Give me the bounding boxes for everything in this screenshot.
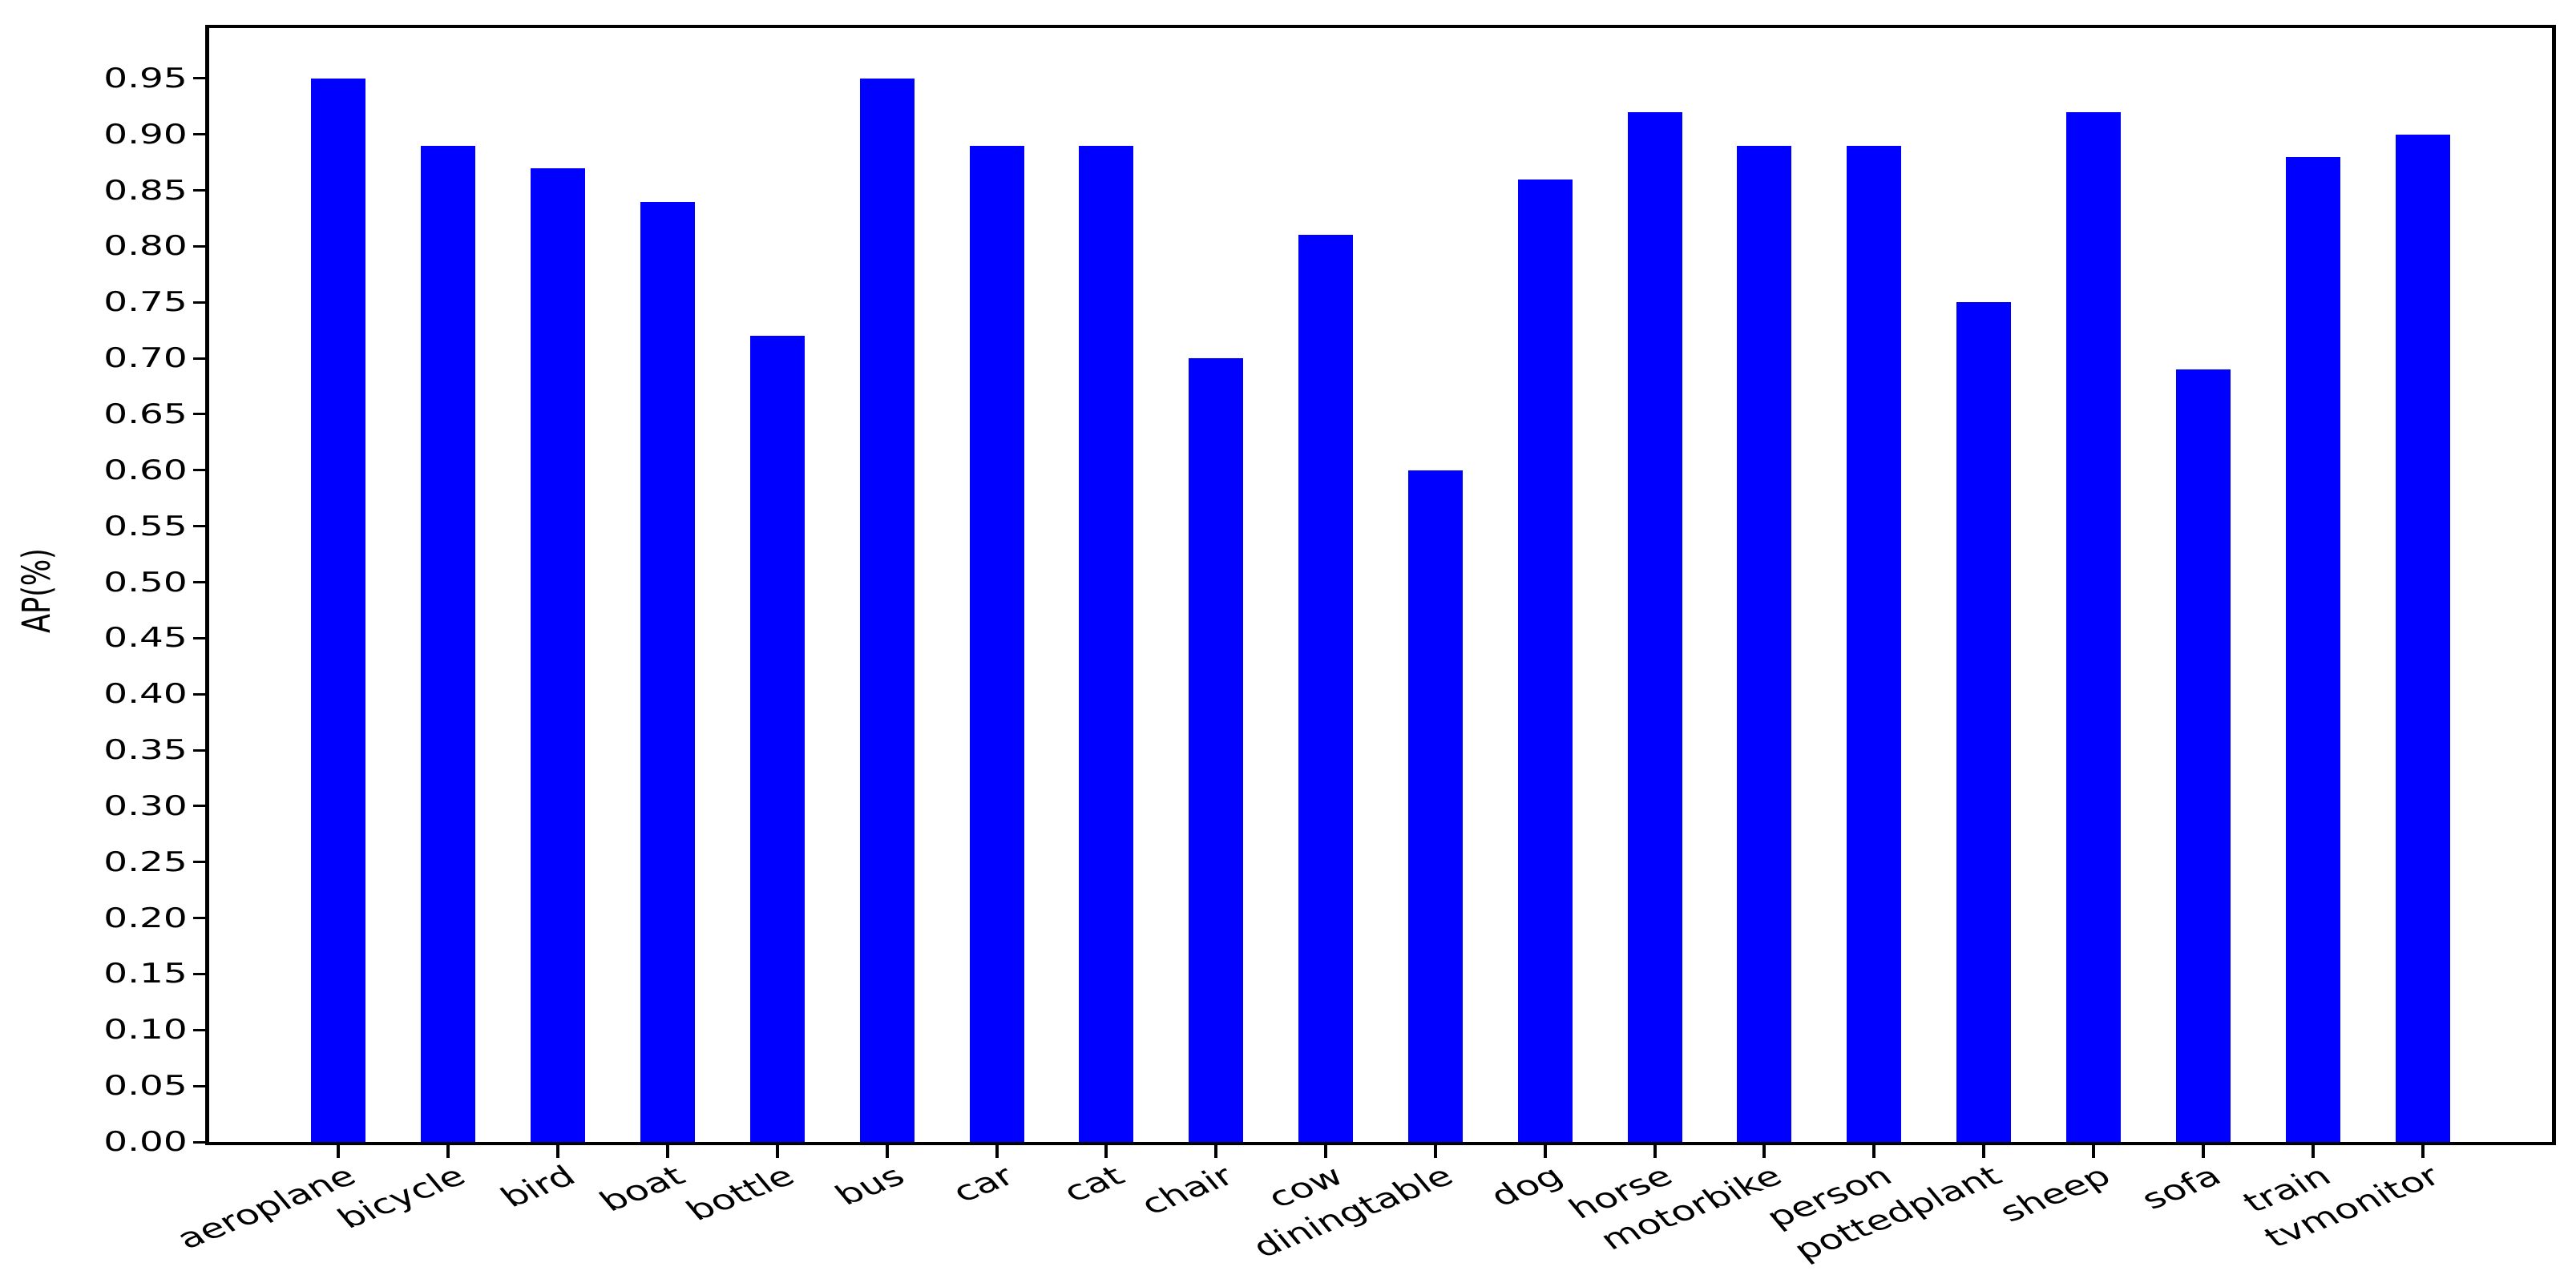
bar-motorbike — [1737, 145, 1792, 1142]
y-tick-label-text: 0.50 — [103, 566, 188, 599]
bar-sheep — [2066, 111, 2122, 1142]
bar-bird — [531, 167, 586, 1142]
bar-train — [2285, 156, 2340, 1142]
y-tick-label-text: 0.70 — [103, 342, 188, 375]
x-tick-label-text: sofa — [2133, 1160, 2229, 1216]
x-tick — [556, 1145, 560, 1158]
y-tick — [193, 692, 209, 696]
y-tick — [193, 413, 209, 416]
y-tick — [193, 189, 209, 192]
y-tick-label-text: 0.20 — [103, 902, 188, 934]
x-tick — [1982, 1145, 1986, 1158]
x-tick-label-text: bicycle — [330, 1160, 474, 1236]
bar-horse — [1627, 111, 1682, 1142]
x-tick — [885, 1145, 889, 1158]
y-tick — [193, 917, 209, 920]
x-tick-label-text: bottle — [679, 1160, 803, 1228]
x-tick — [1872, 1145, 1876, 1158]
bar-boat — [640, 201, 695, 1142]
x-tick — [2201, 1145, 2205, 1158]
x-tick-label-text: boat — [592, 1160, 693, 1219]
plot-area: 0.00 0.05 0.10 0.15 0.20 0.25 0.30 0.35 0.40 0.45… — [104, 25, 2556, 1267]
y-tick-label-text: 0.35 — [103, 734, 188, 767]
bar-sofa — [2175, 369, 2231, 1142]
x-tick — [446, 1145, 450, 1158]
bar-bus — [859, 78, 915, 1142]
y-tick — [193, 77, 209, 80]
y-tick — [193, 748, 209, 752]
y-tick — [193, 581, 209, 583]
bar-cow — [1298, 235, 1354, 1142]
x-tick-label-text: car — [944, 1160, 1023, 1209]
x-tick — [665, 1145, 669, 1158]
y-tick-label-text: 0.60 — [103, 454, 188, 486]
y-tick-label-text: 0.30 — [103, 789, 188, 822]
bar-bottle — [749, 336, 805, 1142]
y-tick-label-text: 0.65 — [103, 397, 188, 430]
x-tick — [2421, 1145, 2425, 1158]
x-tick — [2092, 1145, 2096, 1158]
y-tick — [193, 244, 209, 248]
x-tick — [2311, 1145, 2315, 1158]
x-tick — [995, 1145, 999, 1158]
y-tick — [193, 525, 209, 528]
x-tick — [1214, 1145, 1218, 1158]
x-tick-label-text: cat — [1055, 1160, 1132, 1209]
y-axis-label-text: AP(%) — [15, 548, 60, 633]
y-tick — [193, 469, 209, 472]
y-tick-label-text: 0.15 — [103, 958, 188, 990]
x-tick — [1324, 1145, 1328, 1158]
x-tick — [337, 1145, 341, 1158]
y-tick-label-text: 0.80 — [103, 230, 188, 263]
y-tick-label-text: 0.00 — [103, 1126, 188, 1158]
y-tick — [193, 1028, 209, 1031]
x-tick — [1653, 1145, 1657, 1158]
bar-diningtable — [1407, 470, 1463, 1142]
bar-bicycle — [421, 145, 476, 1142]
y-tick-label-text: 0.95 — [103, 62, 188, 95]
y-tick-label-text: 0.10 — [103, 1014, 188, 1047]
x-tick — [1543, 1145, 1547, 1158]
bar-chair — [1189, 358, 1244, 1142]
y-tick-label-text: 0.85 — [103, 174, 188, 207]
x-tick — [1762, 1145, 1766, 1158]
x-tick-label-text: diningtable — [1245, 1160, 1461, 1265]
y-tick — [193, 1140, 209, 1144]
y-tick — [193, 972, 209, 975]
y-tick — [193, 861, 209, 864]
y-tick-label-text: 0.45 — [103, 622, 188, 655]
bar-cat — [1079, 145, 1134, 1142]
bar-aeroplane — [311, 78, 366, 1142]
bar-dog — [1517, 179, 1573, 1142]
y-tick-label-text: 0.40 — [103, 678, 188, 711]
y-tick-label-text: 0.90 — [103, 118, 188, 151]
x-tick-label-text: bus — [827, 1160, 913, 1212]
y-tick — [193, 357, 209, 360]
y-tick — [193, 301, 209, 304]
y-tick-label-text: 0.55 — [103, 510, 188, 543]
y-tick — [193, 133, 209, 136]
bar-pottedplant — [1956, 302, 2012, 1142]
x-tick — [775, 1145, 779, 1158]
x-tick-label-text: chair — [1133, 1160, 1242, 1222]
y-tick-label-text: 0.25 — [103, 845, 188, 878]
y-tick — [193, 805, 209, 808]
y-tick-label-text: 0.05 — [103, 1070, 188, 1103]
y-tick — [193, 636, 209, 639]
bar-car — [969, 145, 1024, 1142]
x-tick-label-text: sheep — [1992, 1160, 2119, 1229]
x-tick-label-text: dog — [1482, 1160, 1571, 1213]
bar-tvmonitor — [2395, 134, 2450, 1142]
y-tick — [193, 1084, 209, 1087]
x-tick — [1104, 1145, 1108, 1158]
bar-person — [1847, 145, 1902, 1142]
x-tick — [1433, 1145, 1437, 1158]
y-tick-label-text: 0.75 — [103, 286, 188, 319]
x-tick-label-text: bird — [493, 1160, 583, 1214]
